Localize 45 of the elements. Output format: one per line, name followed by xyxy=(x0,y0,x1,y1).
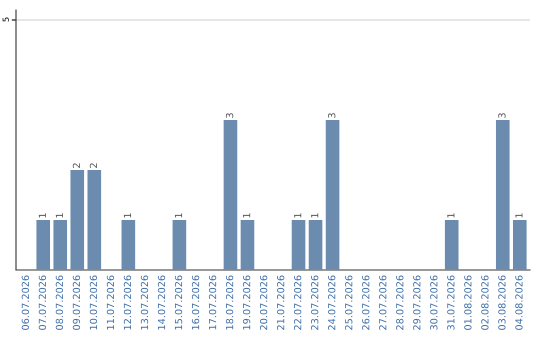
x-tick-label: 21.07.2026 xyxy=(276,275,284,330)
x-tick-label: 26.07.2026 xyxy=(362,275,370,330)
x-tick-label: 16.07.2026 xyxy=(192,275,200,330)
x-tick-label: 23.07.2026 xyxy=(311,275,318,330)
x-tick-label: 22.07.2026 xyxy=(294,275,302,330)
x-tick-label: 20.07.2026 xyxy=(260,275,268,330)
data-label: 3 xyxy=(498,113,506,118)
x-tick-label: 01.08.2026 xyxy=(464,275,472,330)
x-tick-label: 13.07.2026 xyxy=(140,275,148,330)
data-label: 2 xyxy=(90,163,97,168)
data-label: 1 xyxy=(294,213,302,218)
x-tick-label: 04.08.2026 xyxy=(515,275,523,330)
data-label: 1 xyxy=(447,213,454,218)
x-tick-label: 19.07.2026 xyxy=(242,275,250,330)
x-tick-label: 09.07.2026 xyxy=(72,275,80,330)
data-label: 3 xyxy=(226,113,234,118)
x-tick-label: 30.07.2026 xyxy=(430,275,438,330)
x-tick-label: 27.07.2026 xyxy=(379,275,386,330)
data-label: 1 xyxy=(174,213,182,218)
x-tick-label: 02.08.2026 xyxy=(481,275,489,330)
x-tick-label: 03.08.2026 xyxy=(498,275,506,330)
data-label: 1 xyxy=(311,213,318,218)
x-tick-label: 10.07.2026 xyxy=(90,275,98,330)
data-label: 1 xyxy=(56,213,63,218)
x-tick-label: 29.07.2026 xyxy=(413,275,420,330)
x-tick-label: 25.07.2026 xyxy=(345,275,352,330)
x-tick-label: 11.07.2026 xyxy=(106,275,114,330)
data-label: 2 xyxy=(72,163,80,168)
x-tick-label: 18.07.2026 xyxy=(226,275,234,330)
y-tick-label: 5 xyxy=(2,18,9,22)
data-label: 1 xyxy=(243,213,250,218)
x-tick-label: 15.07.2026 xyxy=(174,275,182,330)
x-tick-label: 08.07.2026 xyxy=(56,275,64,330)
data-label: 1 xyxy=(515,213,522,218)
x-tick-label: 17.07.2026 xyxy=(208,275,216,330)
x-tick-label: 06.07.2026 xyxy=(22,275,30,330)
x-tick-label: 12.07.2026 xyxy=(124,275,132,330)
x-tick-label: 31.07.2026 xyxy=(447,275,455,330)
x-tick-label: 07.07.2026 xyxy=(38,275,46,330)
x-tick-label: 14.07.2026 xyxy=(158,275,166,330)
data-label: 1 xyxy=(124,213,132,218)
x-tick-label: 28.07.2026 xyxy=(396,275,404,330)
x-tick-label: 24.07.2026 xyxy=(328,275,336,330)
data-label: 1 xyxy=(38,213,46,218)
data-label: 3 xyxy=(328,113,336,118)
